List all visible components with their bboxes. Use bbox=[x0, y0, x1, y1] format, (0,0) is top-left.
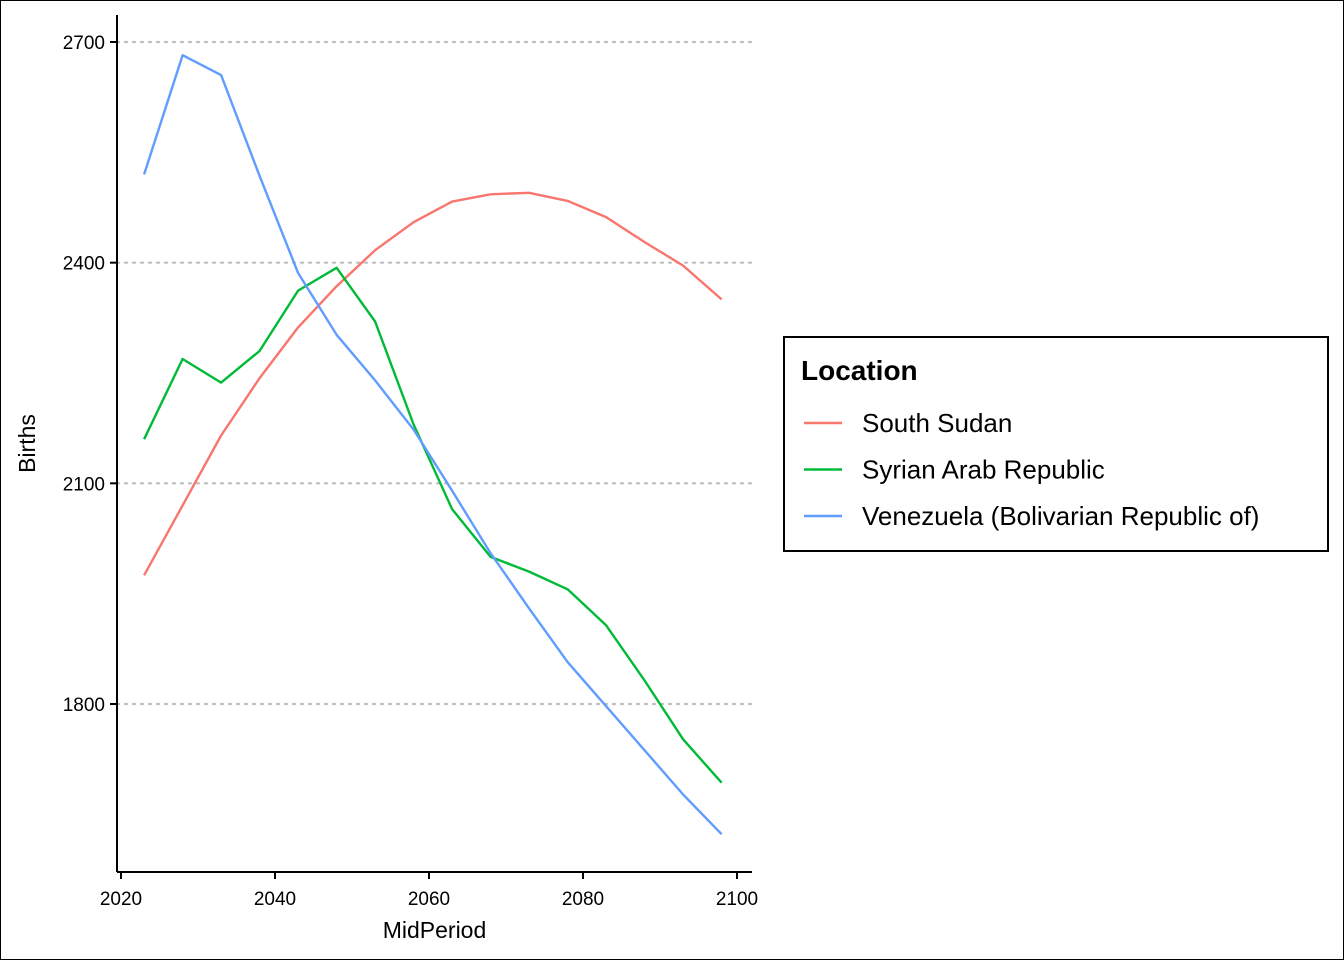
series-lines bbox=[142, 54, 723, 836]
x-axis-ticks: 2020 2040 2060 2080 2100 bbox=[100, 872, 758, 910]
y-tick-label: 2400 bbox=[63, 254, 105, 275]
gridlines bbox=[115, 40, 754, 706]
x-tick-label: 2040 bbox=[254, 889, 296, 910]
y-tick-label: 2100 bbox=[63, 474, 105, 495]
axes bbox=[116, 15, 752, 873]
y-axis-ticks: 1800 2100 2400 2700 bbox=[63, 33, 117, 716]
x-tick-label: 2020 bbox=[100, 889, 142, 910]
x-tick-label: 2100 bbox=[716, 889, 758, 910]
legend-items: South Sudan Syrian Arab Republic Venezuela… bbox=[804, 408, 1259, 531]
x-tick-label: 2080 bbox=[562, 889, 604, 910]
legend-box bbox=[783, 336, 1329, 552]
x-axis-title: MidPeriod bbox=[383, 917, 487, 943]
series-line-1 bbox=[143, 191, 723, 576]
y-tick-label: 1800 bbox=[63, 695, 105, 716]
y-axis-title: Births bbox=[14, 414, 40, 473]
series-line-3 bbox=[142, 54, 723, 836]
x-tick-label: 2060 bbox=[408, 889, 450, 910]
legend: Location South Sudan Syrian Arab Republic… bbox=[783, 336, 1329, 552]
legend-label: Venezuela (Bolivarian Republic of) bbox=[862, 501, 1259, 531]
y-tick-label: 2700 bbox=[63, 33, 105, 54]
series-line-2 bbox=[143, 266, 723, 784]
legend-label: Syrian Arab Republic bbox=[862, 455, 1105, 485]
legend-title: Location bbox=[801, 355, 918, 386]
legend-label: South Sudan bbox=[862, 408, 1012, 438]
